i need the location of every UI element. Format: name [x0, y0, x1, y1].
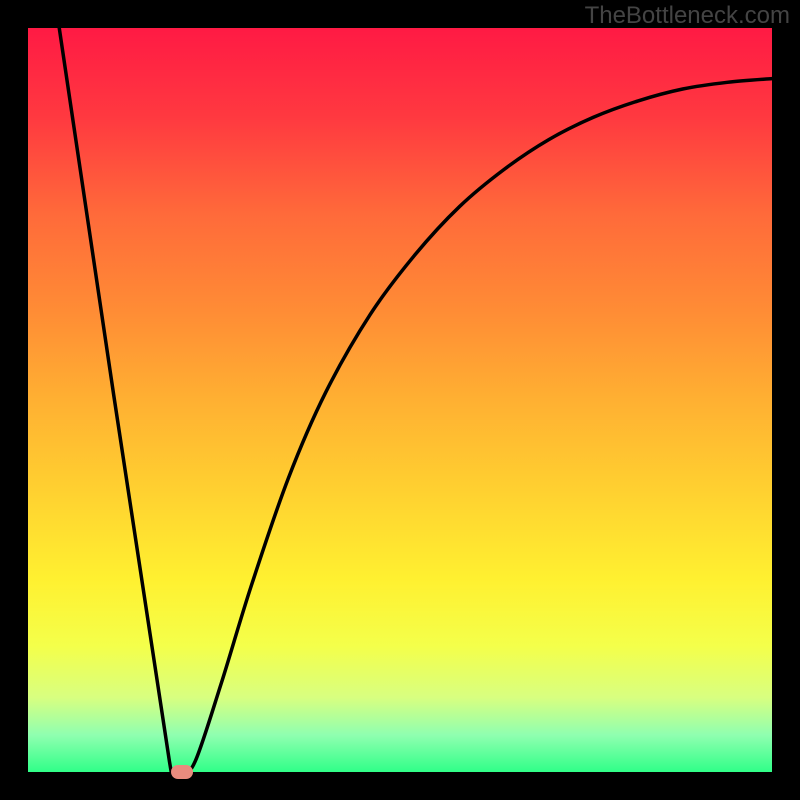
- optimal-point-marker: [171, 765, 193, 779]
- gradient-background: [28, 28, 772, 772]
- bottleneck-chart: [0, 0, 800, 800]
- chart-container: TheBottleneck.com: [0, 0, 800, 800]
